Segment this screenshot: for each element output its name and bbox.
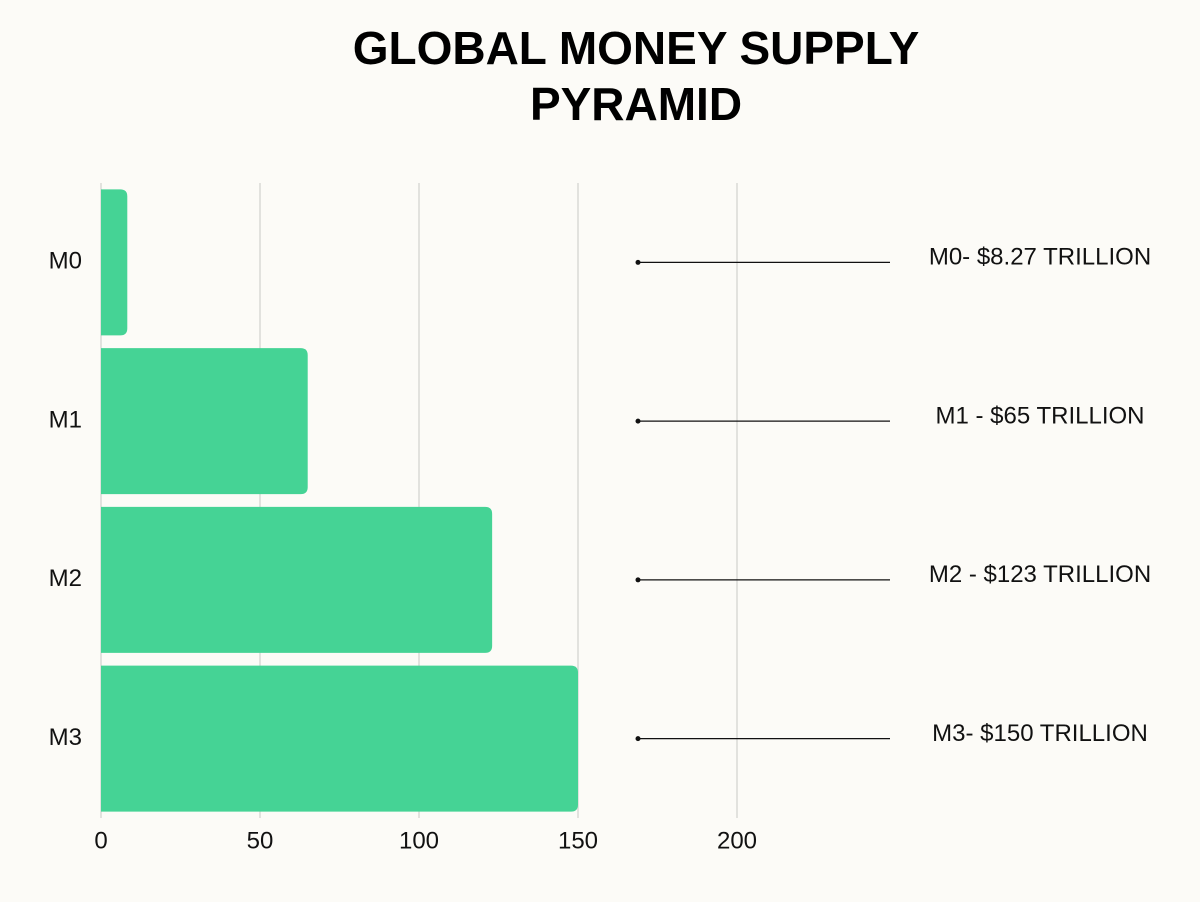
x-tick-label: 50 bbox=[247, 827, 274, 854]
y-tick-label: M3 bbox=[49, 724, 82, 751]
value-label: M1 - $65 TRILLION bbox=[936, 402, 1145, 429]
y-tick-label: M1 bbox=[49, 406, 82, 433]
value-label: M2 - $123 TRILLION bbox=[929, 561, 1151, 588]
x-tick-label: 100 bbox=[399, 827, 439, 854]
y-tick-label: M2 bbox=[49, 565, 82, 592]
x-tick-label: 200 bbox=[717, 827, 757, 854]
value-label: M3- $150 TRILLION bbox=[932, 720, 1148, 747]
value-label: M0- $8.27 TRILLION bbox=[929, 244, 1151, 271]
x-tick-label: 0 bbox=[94, 827, 107, 854]
bar bbox=[101, 189, 128, 336]
bar bbox=[101, 506, 493, 653]
chart-title: GLOBAL MONEY SUPPLY PYRAMID bbox=[352, 22, 920, 130]
bar bbox=[101, 348, 308, 495]
x-tick-label: 150 bbox=[558, 827, 598, 854]
bar bbox=[101, 665, 578, 812]
y-tick-label: M0 bbox=[49, 248, 82, 275]
